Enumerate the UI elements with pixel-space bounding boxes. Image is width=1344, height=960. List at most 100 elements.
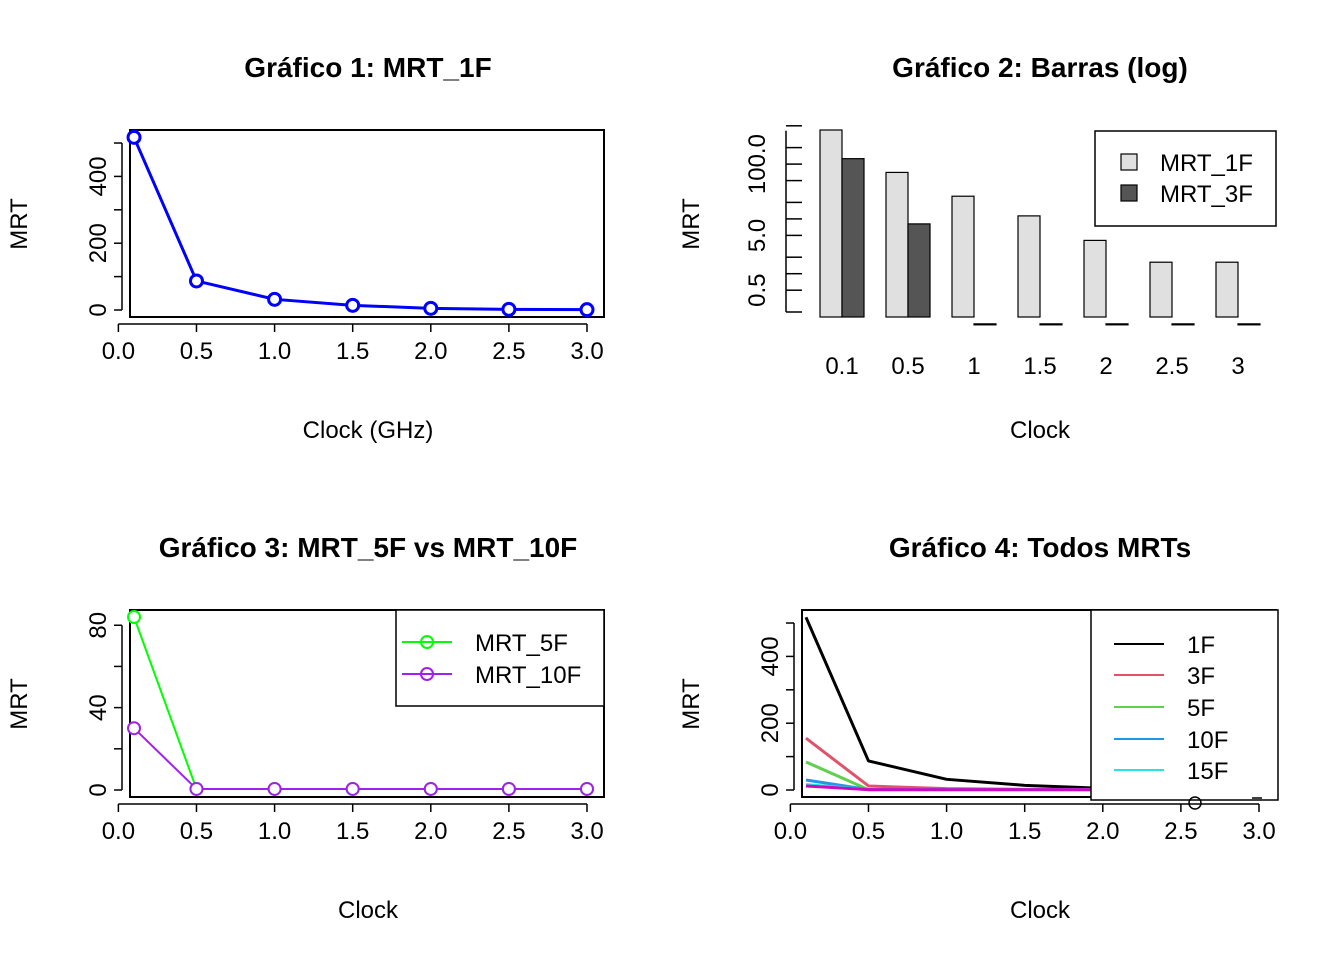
point-mrt-10f: [501, 781, 516, 796]
point-series-1: [579, 302, 595, 318]
y-tick-label: 100.0: [744, 134, 771, 194]
x-tick-label: 2.5: [1164, 818, 1197, 845]
point-series-1: [267, 291, 283, 307]
point-series-1: [423, 300, 439, 316]
x-tick-label: 0.5: [891, 353, 924, 380]
panel-3-title: Gráfico 3: MRT_5F vs MRT_10F: [159, 532, 578, 563]
panel-2-title: Gráfico 2: Barras (log): [892, 52, 1188, 83]
bar-mrt-1f: [1215, 261, 1239, 318]
point-mrt-10f: [345, 781, 360, 796]
y-tick-label: 200: [85, 223, 112, 263]
panel-3-marks: [127, 610, 594, 796]
panel-4-legend-label-5: 15F: [1187, 758, 1228, 785]
bar-mrt-3f: [1171, 323, 1195, 326]
point-series-1: [126, 129, 142, 145]
x-tick-label: 3.0: [570, 818, 603, 845]
y-tick-label: 0: [85, 303, 112, 316]
x-tick-label: 2.5: [492, 818, 525, 845]
x-tick-label: 1.0: [258, 338, 291, 365]
panel-4-legend: 1F 3F 5F 10F 15F: [1090, 609, 1279, 810]
bar-mrt-3f: [907, 223, 931, 318]
series-line-1f: [804, 616, 1091, 790]
x-tick-label: 3: [1231, 353, 1244, 380]
panel-4-legend-label-4: 10F: [1187, 727, 1228, 754]
panel-1: Gráfico 1: MRT_1F 0.0 0.5 1.0 1.5 2.0 2.5 3.00…: [6, 52, 605, 444]
panel-4-marks: [804, 616, 1091, 792]
panel-2-legend-swatch-1: [1120, 153, 1138, 171]
point-mrt-10f: [423, 781, 438, 796]
panel-3: Gráfico 3: MRT_5F vs MRT_10F 0.0 0.5 1.0 1.…: [6, 532, 605, 924]
panel-1-marks: [126, 129, 595, 318]
panel-4-y-label: MRT: [678, 678, 705, 730]
bar-mrt-1f: [951, 195, 975, 318]
series-group: [804, 616, 1091, 792]
y-tick-label: 5.0: [744, 219, 771, 252]
panel-4-legend-marker-6-partial: [1188, 796, 1202, 810]
x-tick-label: 0.5: [852, 818, 885, 845]
point-mrt-10f: [127, 721, 141, 736]
y-tick-label: 0: [85, 783, 112, 796]
panel-3-legend-label-2: MRT_10F: [475, 662, 581, 689]
y-tick-label: 40: [85, 694, 112, 721]
panel-2-legend-box: [1094, 130, 1277, 227]
panel-1-y-label: MRT: [6, 198, 33, 250]
panel-4-legend-label-2: 3F: [1187, 663, 1215, 690]
panel-2: Gráfico 2: Barras (log) 0.5 5.0 100.0 0.1 0.…: [678, 52, 1277, 444]
point-series-1: [501, 301, 517, 317]
panel-4-legend-box: [1090, 609, 1279, 801]
panel-3-y-label: MRT: [6, 678, 33, 730]
panel-3-legend-label-1: MRT_5F: [475, 630, 568, 657]
bar-mrt-1f: [1017, 215, 1041, 318]
x-tick-label: 1.5: [1023, 353, 1056, 380]
point-mrt-10f: [189, 781, 204, 796]
x-tick-label: 2.0: [414, 818, 447, 845]
bar-mrt-3f: [973, 323, 997, 326]
x-tick-label: 0.0: [102, 338, 135, 365]
bar-mrt-1f: [819, 129, 843, 318]
x-tick-label: 3.0: [1242, 818, 1275, 845]
x-tick-label: 1.5: [336, 338, 369, 365]
x-tick-label: 0.1: [825, 353, 858, 380]
y-tick-label: 0.5: [744, 274, 771, 307]
series-line-mrt-10f: [133, 727, 587, 790]
bar-mrt-3f: [1237, 323, 1261, 326]
x-tick-label: 1.5: [1008, 818, 1041, 845]
x-tick-label: 0.5: [180, 338, 213, 365]
panel-4-x-label: Clock: [1010, 897, 1071, 924]
y-tick-label: 400: [85, 156, 112, 196]
panel-2-axes: 0.5 5.0 100.0 0.1 0.5 1 1.5 2 2.5 3: [744, 125, 1245, 380]
panel-4-axes: 0.0 0.5 1.0 1.5 2.0 2.5 3.0 0 200 400: [757, 622, 1276, 845]
x-tick-label: 0.0: [774, 818, 807, 845]
x-tick-label: 0.5: [180, 818, 213, 845]
panel-4: Gráfico 4: Todos MRTs 0.0 0.5 1.0 1.5 2.0 2.5…: [678, 532, 1279, 924]
point-mrt-5f: [127, 610, 141, 624]
panel-4-title: Gráfico 4: Todos MRTs: [889, 532, 1191, 563]
x-tick-label: 0.0: [102, 818, 135, 845]
panel-2-y-label: MRT: [678, 198, 705, 250]
bar-mrt-1f: [1149, 261, 1173, 318]
y-tick-label: 200: [757, 703, 784, 743]
x-tick-label: 1: [967, 353, 980, 380]
x-tick-label: 2: [1099, 353, 1112, 380]
point-series-1: [345, 297, 361, 313]
panel-2-marks: [819, 129, 1261, 326]
bar-mrt-3f: [1105, 323, 1129, 326]
panel-3-legend-marker-1: [420, 635, 434, 649]
panel-3-legend-marker-2: [420, 667, 434, 681]
panel-1-x-label: Clock (GHz): [303, 417, 434, 444]
panel-2-legend-swatch-2: [1120, 184, 1138, 202]
y-tick-label: 80: [85, 612, 112, 639]
panel-4-legend-label-1: 1F: [1187, 632, 1215, 659]
x-tick-label: 2.5: [492, 338, 525, 365]
x-tick-label: 1.0: [258, 818, 291, 845]
panel-2-legend-label-1: MRT_1F: [1160, 150, 1253, 177]
point-mrt-10f: [267, 781, 282, 796]
x-tick-label: 1.5: [336, 818, 369, 845]
panel-3-legend: MRT_5F MRT_10F: [395, 609, 605, 707]
bar-mrt-3f: [1039, 323, 1063, 326]
series-line-series-6: [805, 784, 1091, 792]
x-tick-label: 2.0: [414, 338, 447, 365]
panel-2-legend: MRT_1F MRT_3F: [1094, 130, 1277, 227]
point-series-1: [188, 273, 204, 289]
